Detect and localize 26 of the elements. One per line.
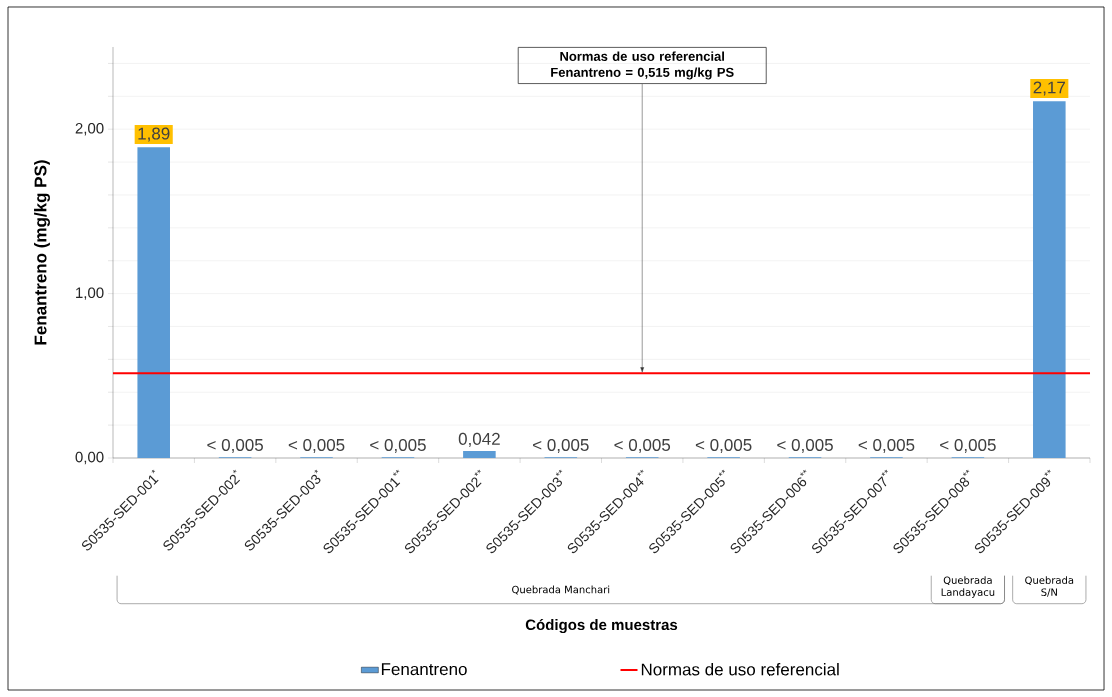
- y-axis-title: Fenantreno (mg/kg PS): [34, 160, 50, 345]
- legend-label: Normas de uso referencial: [641, 663, 839, 676]
- data-label: < 0,005: [858, 438, 915, 453]
- x-axis-title: Códigos de muestras: [525, 618, 678, 634]
- y-tick-label: 2,00: [75, 123, 104, 136]
- data-label: < 0,005: [370, 438, 426, 453]
- legend-label: Fenantreno: [381, 663, 467, 676]
- data-label: < 0,005: [940, 438, 996, 453]
- data-label: 1,89: [138, 127, 170, 142]
- data-label: < 0,005: [695, 438, 752, 453]
- data-label: 0,042: [458, 432, 500, 447]
- text: Quebrada Manchari: [512, 585, 610, 595]
- y-tick-label: 0,00: [75, 451, 104, 465]
- text: Quebrada Landayacu: [941, 576, 995, 598]
- data-label: 2,17: [1033, 81, 1065, 96]
- y-tick-label: 1,00: [76, 287, 104, 300]
- data-label: < 0,005: [207, 438, 263, 453]
- data-label: < 0,005: [288, 438, 345, 453]
- data-label: < 0,005: [614, 438, 671, 453]
- bar: [463, 451, 496, 458]
- bar: [137, 147, 170, 458]
- data-label: < 0,005: [777, 438, 833, 453]
- data-label: < 0,005: [533, 438, 589, 453]
- bar: [1033, 101, 1066, 458]
- annotation: Normas de uso referencial Fenantreno = 0,515 mg/kg PS: [551, 51, 734, 80]
- text: Quebrada S/N: [1025, 576, 1074, 597]
